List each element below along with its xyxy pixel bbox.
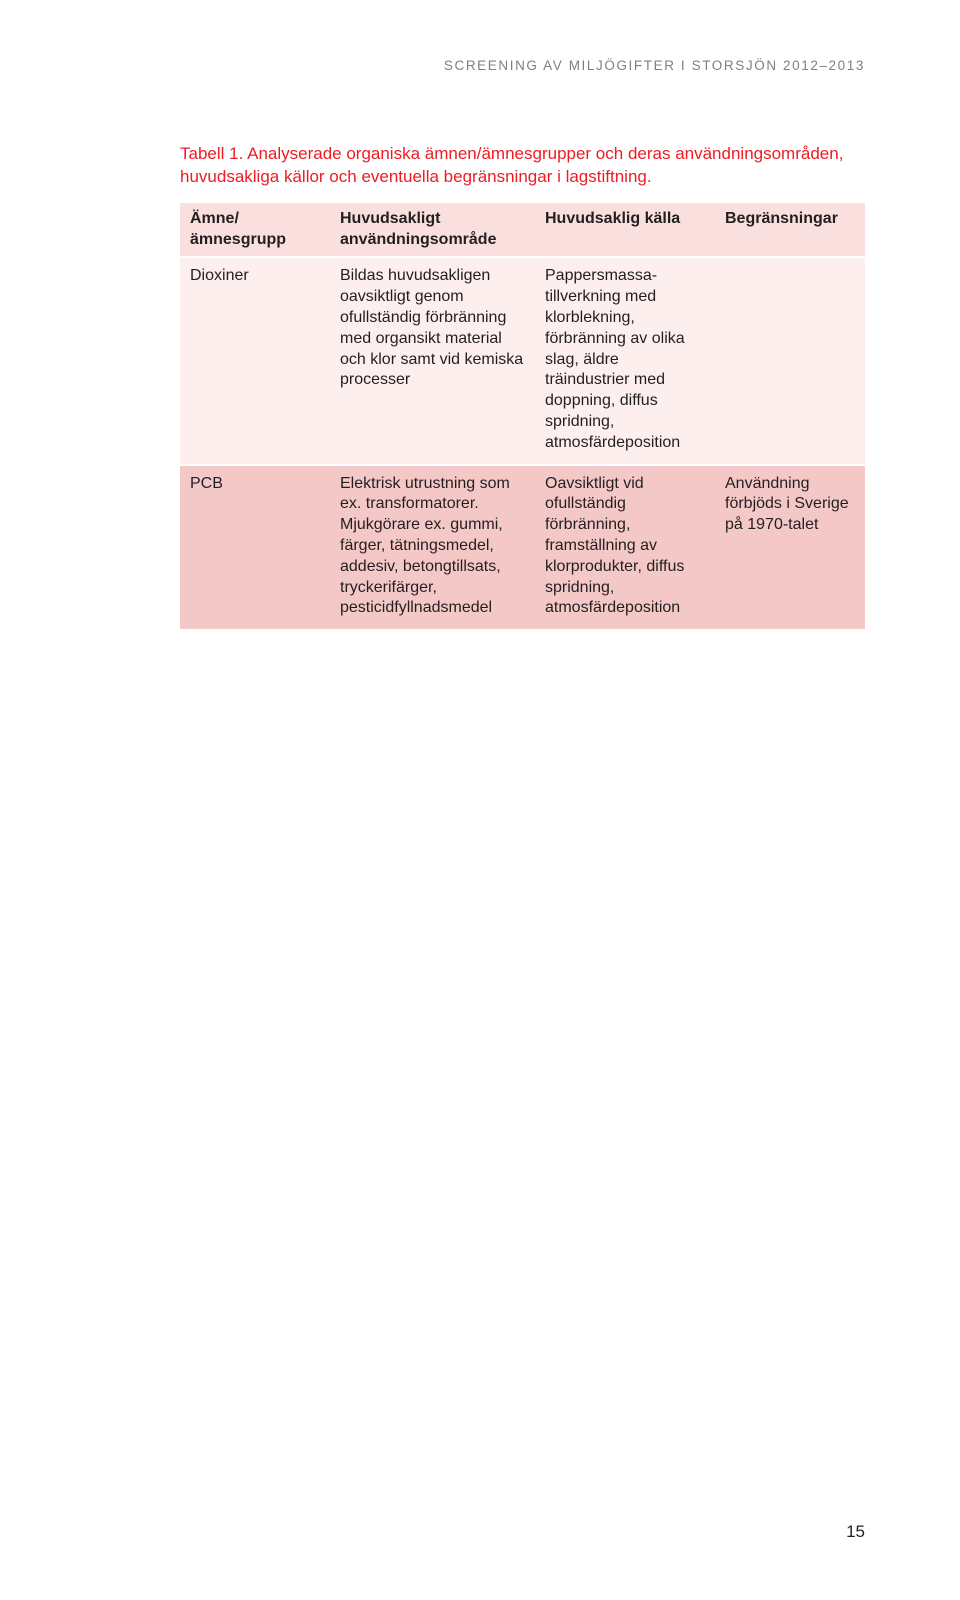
table-row: PCB Elektrisk utrustning som ex. transfo… — [180, 465, 865, 631]
page: SCREENING AV MILJÖGIFTER I STORSJÖN 2012… — [0, 0, 960, 1600]
cell: Oavsiktligt vid ofullständig förbränning… — [535, 465, 715, 631]
table-caption: Tabell 1. Analyserade organiska ämnen/äm… — [180, 143, 865, 189]
cell: Pappersmassa-tillverkning med klorblekni… — [535, 257, 715, 464]
cell: Dioxiner — [180, 257, 330, 464]
substances-table: Ämne/ämnesgrupp Huvudsakligt användnings… — [180, 203, 865, 631]
col-header: Ämne/ämnesgrupp — [180, 203, 330, 258]
page-number: 15 — [846, 1522, 865, 1542]
cell: Bildas huvudsakligen oavsiktligt genom o… — [330, 257, 535, 464]
cell: Användning förbjöds i Sverige på 1970-ta… — [715, 465, 865, 631]
cell: Elektrisk utrustning som ex. transformat… — [330, 465, 535, 631]
col-header: Huvudsaklig källa — [535, 203, 715, 258]
col-header: Huvudsakligt användningsområde — [330, 203, 535, 258]
col-header: Begränsningar — [715, 203, 865, 258]
running-head: SCREENING AV MILJÖGIFTER I STORSJÖN 2012… — [180, 58, 865, 73]
cell: PCB — [180, 465, 330, 631]
table-body: Dioxiner Bildas huvudsakligen oavsiktlig… — [180, 257, 865, 630]
cell — [715, 257, 865, 464]
table-header-row: Ämne/ämnesgrupp Huvudsakligt användnings… — [180, 203, 865, 258]
table-row: Dioxiner Bildas huvudsakligen oavsiktlig… — [180, 257, 865, 464]
